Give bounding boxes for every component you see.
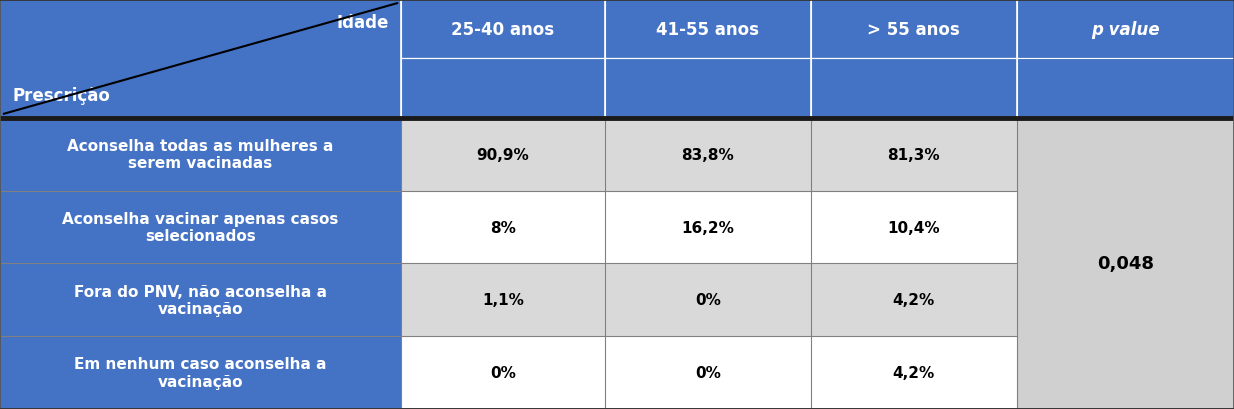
Bar	[605, 191, 811, 264]
Text: 0%: 0%	[695, 365, 721, 380]
Text: 10,4%: 10,4%	[887, 220, 940, 235]
Text: 81,3%: 81,3%	[887, 147, 940, 162]
Bar	[401, 264, 605, 336]
Bar	[811, 119, 1017, 191]
Bar	[401, 59, 605, 119]
Bar	[605, 336, 811, 409]
Text: > 55 anos: > 55 anos	[868, 21, 960, 38]
Text: Aconselha vacinar apenas casos
selecionados: Aconselha vacinar apenas casos seleciona…	[63, 211, 338, 244]
Bar	[605, 59, 811, 119]
Text: Prescrição: Prescrição	[12, 87, 110, 105]
Bar	[1017, 264, 1234, 336]
Bar	[605, 119, 811, 191]
Text: 0%: 0%	[695, 292, 721, 308]
Bar	[605, 264, 811, 336]
Text: Em nenhum caso aconselha a
vacinação: Em nenhum caso aconselha a vacinação	[74, 357, 327, 389]
Text: Fora do PNV, não aconselha a
vacinação: Fora do PNV, não aconselha a vacinação	[74, 284, 327, 316]
Bar	[0, 0, 401, 119]
Bar	[0, 119, 401, 191]
Text: 90,9%: 90,9%	[476, 147, 529, 162]
Bar	[0, 336, 401, 409]
Text: Idade: Idade	[337, 13, 389, 31]
Bar	[1017, 191, 1234, 264]
Text: 16,2%: 16,2%	[681, 220, 734, 235]
Text: 8%: 8%	[490, 220, 516, 235]
Bar	[811, 264, 1017, 336]
Bar	[1017, 336, 1234, 409]
Bar	[401, 119, 605, 191]
Bar	[1017, 0, 1234, 59]
Text: 4,2%: 4,2%	[892, 365, 935, 380]
Text: 0,048: 0,048	[1097, 255, 1154, 273]
Bar	[605, 0, 811, 59]
Bar	[811, 336, 1017, 409]
Text: 0%: 0%	[490, 365, 516, 380]
Bar	[811, 0, 1017, 59]
Text: 25-40 anos: 25-40 anos	[452, 21, 554, 38]
Text: 41-55 anos: 41-55 anos	[656, 21, 759, 38]
Bar	[401, 336, 605, 409]
Bar	[811, 191, 1017, 264]
Text: Aconselha todas as mulheres a
serem vacinadas: Aconselha todas as mulheres a serem vaci…	[68, 139, 333, 171]
Bar	[0, 264, 401, 336]
Text: p value: p value	[1091, 21, 1160, 38]
Bar	[1017, 59, 1234, 119]
Bar	[401, 0, 605, 59]
Bar	[401, 191, 605, 264]
Bar	[0, 191, 401, 264]
Text: 1,1%: 1,1%	[482, 292, 523, 308]
Bar	[811, 59, 1017, 119]
Bar	[1017, 119, 1234, 191]
Text: 83,8%: 83,8%	[681, 147, 734, 162]
Text: 4,2%: 4,2%	[892, 292, 935, 308]
